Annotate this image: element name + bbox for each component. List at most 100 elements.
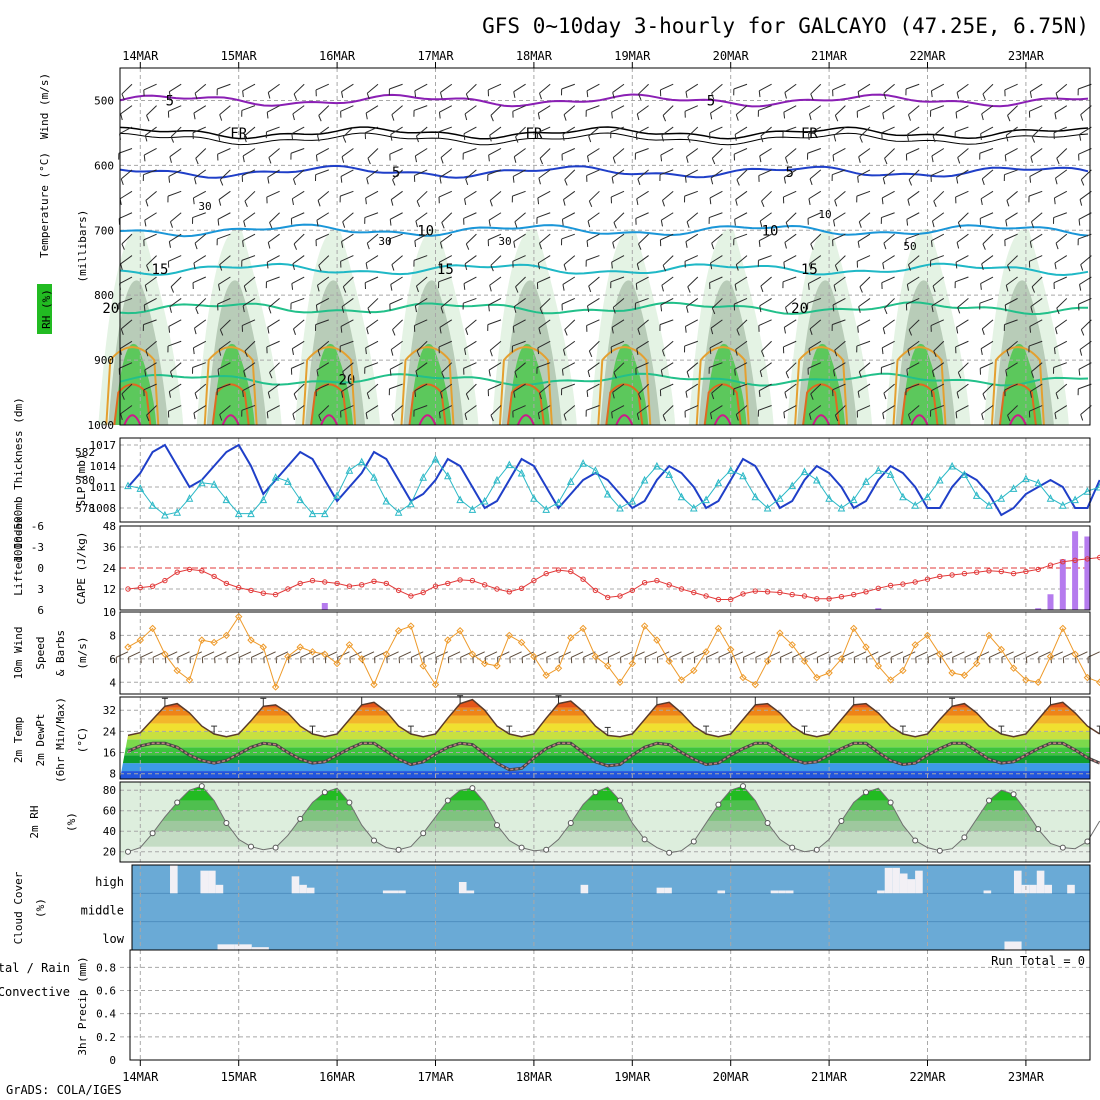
wind-barb-flag [612,157,616,164]
wind-barb [807,212,822,219]
wind-barb-flag [192,347,195,355]
wind-barb [832,319,846,326]
wind-barb-flag [316,135,320,142]
wind-barb-flag [636,263,640,271]
rh-point [567,820,574,827]
wind-barb [611,105,625,113]
wind-barb-flag [538,327,541,335]
high-cloud-bar [1067,884,1075,894]
thickness-point [1009,484,1018,492]
wind-barb-flag [146,415,150,422]
wind-barb-flag [612,307,616,314]
wind-barb-flag [808,348,811,355]
wind-barb [512,105,526,112]
wind-barb-flag [981,113,984,121]
wind-barb [1054,405,1068,414]
lifted-index-point [334,580,340,587]
wind-barb-flag [735,199,738,206]
wind-barb [465,319,477,330]
wind-barb [415,148,428,157]
wind-barb [439,169,453,178]
surface-temp-contour [123,414,142,426]
wind-barb-flag [711,158,716,165]
wind-barb-flag [561,219,564,226]
temp-tick: 24 [103,725,117,738]
wind-barb [563,190,576,200]
wind-barb [340,255,354,262]
wind-barb-flag [193,262,196,270]
rh-point [272,844,279,851]
wind-barb-flag [736,329,740,336]
wind-barb [145,340,157,351]
wind-barb [660,383,674,391]
wind-barb [759,148,772,157]
wind-barb-flag [537,197,540,205]
wind-barb [982,383,994,395]
wind-barb [515,276,526,288]
wind-barb-flag [267,92,271,99]
wind-barb [809,319,822,330]
wind-barb [588,276,600,287]
rh-point [764,820,771,827]
wind-barb-flag [365,112,368,120]
wind-barb [881,362,895,368]
wind-barb-flag [662,200,665,207]
wind-barb [684,190,698,197]
wind-barb-flag [760,135,764,143]
thickness-point [308,509,317,518]
wind-barb [562,212,576,220]
wind-barb [219,105,231,116]
wind-barb [906,148,920,155]
rh-point [641,836,648,843]
wind-barb-flag [857,241,860,248]
lifted-index-point [654,577,660,584]
high-cloud-bar [291,876,300,894]
wind-barb-flag [120,328,124,335]
wind-barb [1031,362,1043,373]
wind-barb-flag [1029,241,1032,248]
wind-barb-flag [858,306,861,313]
wind-barb [291,276,305,285]
wind-barb [438,276,452,283]
wind-barb [807,148,821,154]
wind10m-barb [398,651,412,658]
wind-barb [660,148,674,156]
wind-barb [562,276,576,285]
wind10m-barb [521,651,535,658]
wind-barb-flag [293,393,298,400]
wind-barb [413,255,428,261]
wind-barb [1030,233,1043,243]
thickness-point [530,494,538,502]
rh-point [420,830,427,837]
wind-barb [192,362,206,368]
thickness-point [825,494,833,502]
wind-barb-flag [710,412,713,420]
wind-speed-point [813,673,821,682]
temp-band [120,763,1090,772]
wind-barb-flag [932,285,936,293]
wind-barb-flag [315,304,318,312]
wind-speed-point [899,666,907,675]
wind-barb-flag [414,390,417,397]
wind-barb-flag [808,198,811,206]
wind-barb [269,212,280,223]
wind10m-barb [497,651,510,658]
wind-barb [439,405,453,413]
lifted-index-point [309,577,316,584]
wind-barb [119,276,133,285]
bottom-date-label: 17MAR [417,1070,454,1084]
bottom-date-label: 18MAR [516,1070,553,1084]
wind-barb [1007,405,1018,416]
lifted-index-point [740,591,746,597]
wind-barb [561,83,575,90]
wind-barb-flag [857,91,860,98]
cape-tick: 24 [103,562,117,575]
wind-speed-point [567,634,575,642]
lifted-index-point [482,582,488,588]
rh-label: 50 [903,240,916,253]
wind-barb [144,212,157,221]
wind-barb-flag [439,327,442,334]
wind-barb-flag [242,155,245,163]
wind-barb-flag [464,263,468,271]
date-axes: 14MAR14MAR15MAR15MAR16MAR16MAR17MAR17MAR… [122,49,1044,1084]
